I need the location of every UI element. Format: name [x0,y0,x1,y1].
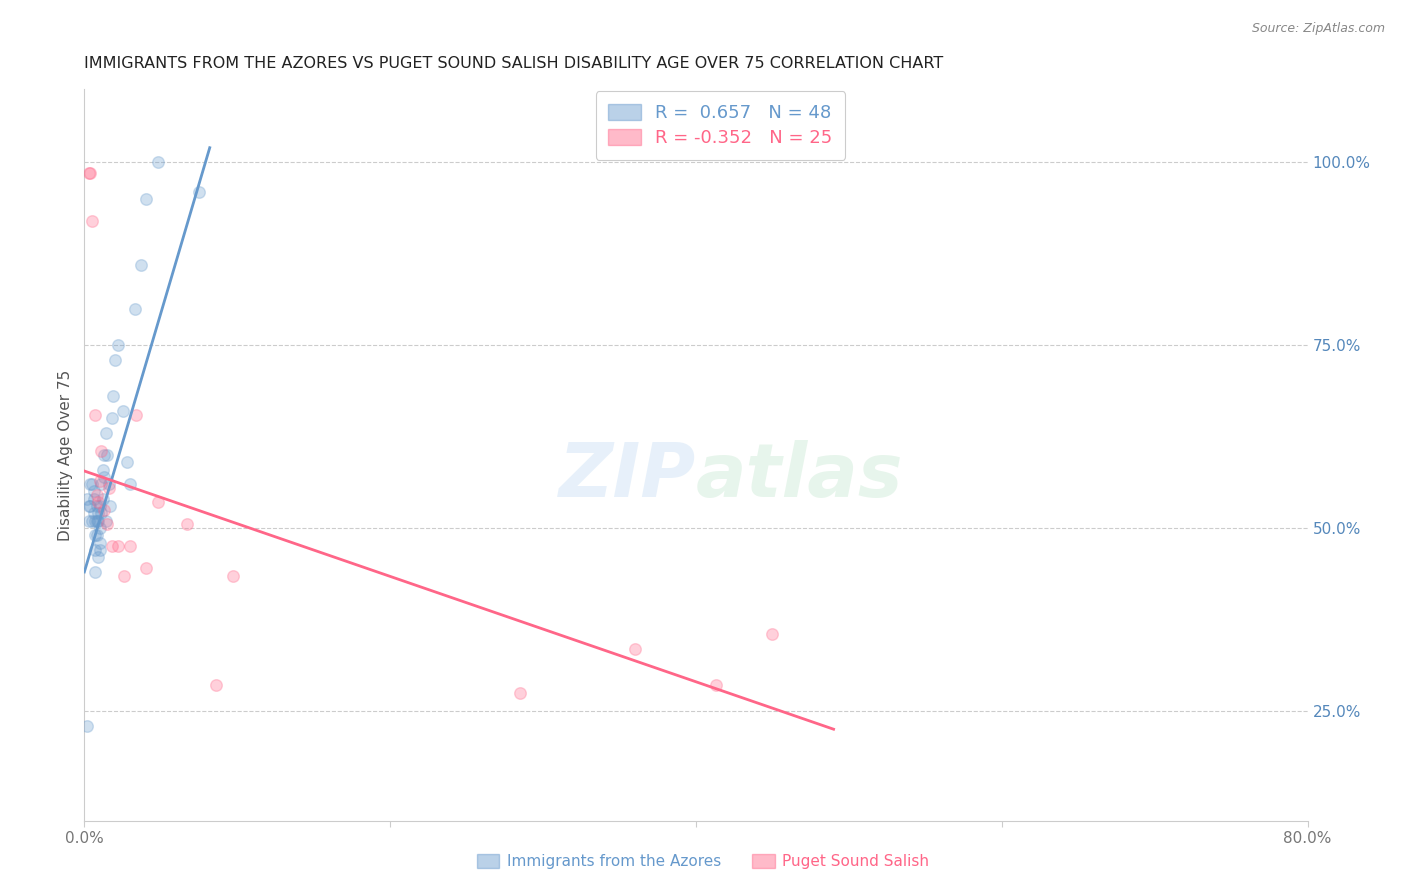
Point [176,517,198,532]
Point [90,507,112,521]
Point [135,192,157,206]
Point [87,550,110,565]
Point [84,514,107,528]
Point [80,214,103,228]
Point [76,718,98,732]
Y-axis label: Disability Age Over 75: Disability Age Over 75 [58,369,73,541]
Point [221,568,243,582]
Point [91,462,114,476]
Text: ZIP: ZIP [558,441,696,514]
Point [77,166,100,180]
Point [86,499,108,513]
Point [104,352,127,367]
Point [704,678,727,692]
Point [98,499,121,513]
Point [77,514,100,528]
Point [89,543,111,558]
Point [188,185,211,199]
Point [115,455,138,469]
Point [93,448,115,462]
Point [83,484,105,499]
Point [87,495,110,509]
Point [509,685,531,699]
Point [112,568,135,582]
Point [90,444,112,458]
Text: Source: ZipAtlas.com: Source: ZipAtlas.com [1251,22,1385,36]
Point [84,543,107,558]
Point [89,535,111,549]
Point [146,495,169,509]
Point [93,470,115,484]
Point [83,491,105,506]
Point [96,517,118,532]
Point [761,627,783,641]
Point [84,408,107,422]
Point [90,477,112,491]
Point [103,389,125,403]
Point [87,507,110,521]
Point [79,166,101,180]
Point [624,641,647,656]
Point [76,491,98,506]
Point [89,499,111,513]
Point [124,301,146,316]
Point [101,411,124,425]
Point [84,565,107,579]
Point [86,514,108,528]
Point [205,678,228,692]
Point [97,481,120,495]
Point [107,539,129,553]
Point [79,477,101,491]
Point [86,528,108,542]
Text: IMMIGRANTS FROM THE AZORES VS PUGET SOUND SALISH DISABILITY AGE OVER 75 CORRELAT: IMMIGRANTS FROM THE AZORES VS PUGET SOUN… [84,56,943,71]
Legend: Immigrants from the Azores, Puget Sound Salish: Immigrants from the Azores, Puget Sound … [471,848,935,875]
Point [120,477,142,491]
Point [80,477,103,491]
Point [80,514,103,528]
Point [83,507,105,521]
Text: atlas: atlas [696,441,904,514]
Point [94,514,117,528]
Point [91,491,114,506]
Point [101,539,124,553]
Point [84,528,107,542]
Point [77,499,100,513]
Point [129,258,152,272]
Point [93,503,115,517]
Point [111,404,134,418]
Point [79,499,101,513]
Point [125,408,148,422]
Point [135,561,157,575]
Point [89,474,111,488]
Point [146,155,169,169]
Legend: R =  0.657   N = 48, R = -0.352   N = 25: R = 0.657 N = 48, R = -0.352 N = 25 [596,91,845,160]
Point [96,448,118,462]
Point [97,477,120,491]
Point [86,488,108,502]
Point [89,521,111,535]
Point [120,539,142,553]
Point [94,425,117,440]
Point [107,338,129,352]
Point [87,514,110,528]
